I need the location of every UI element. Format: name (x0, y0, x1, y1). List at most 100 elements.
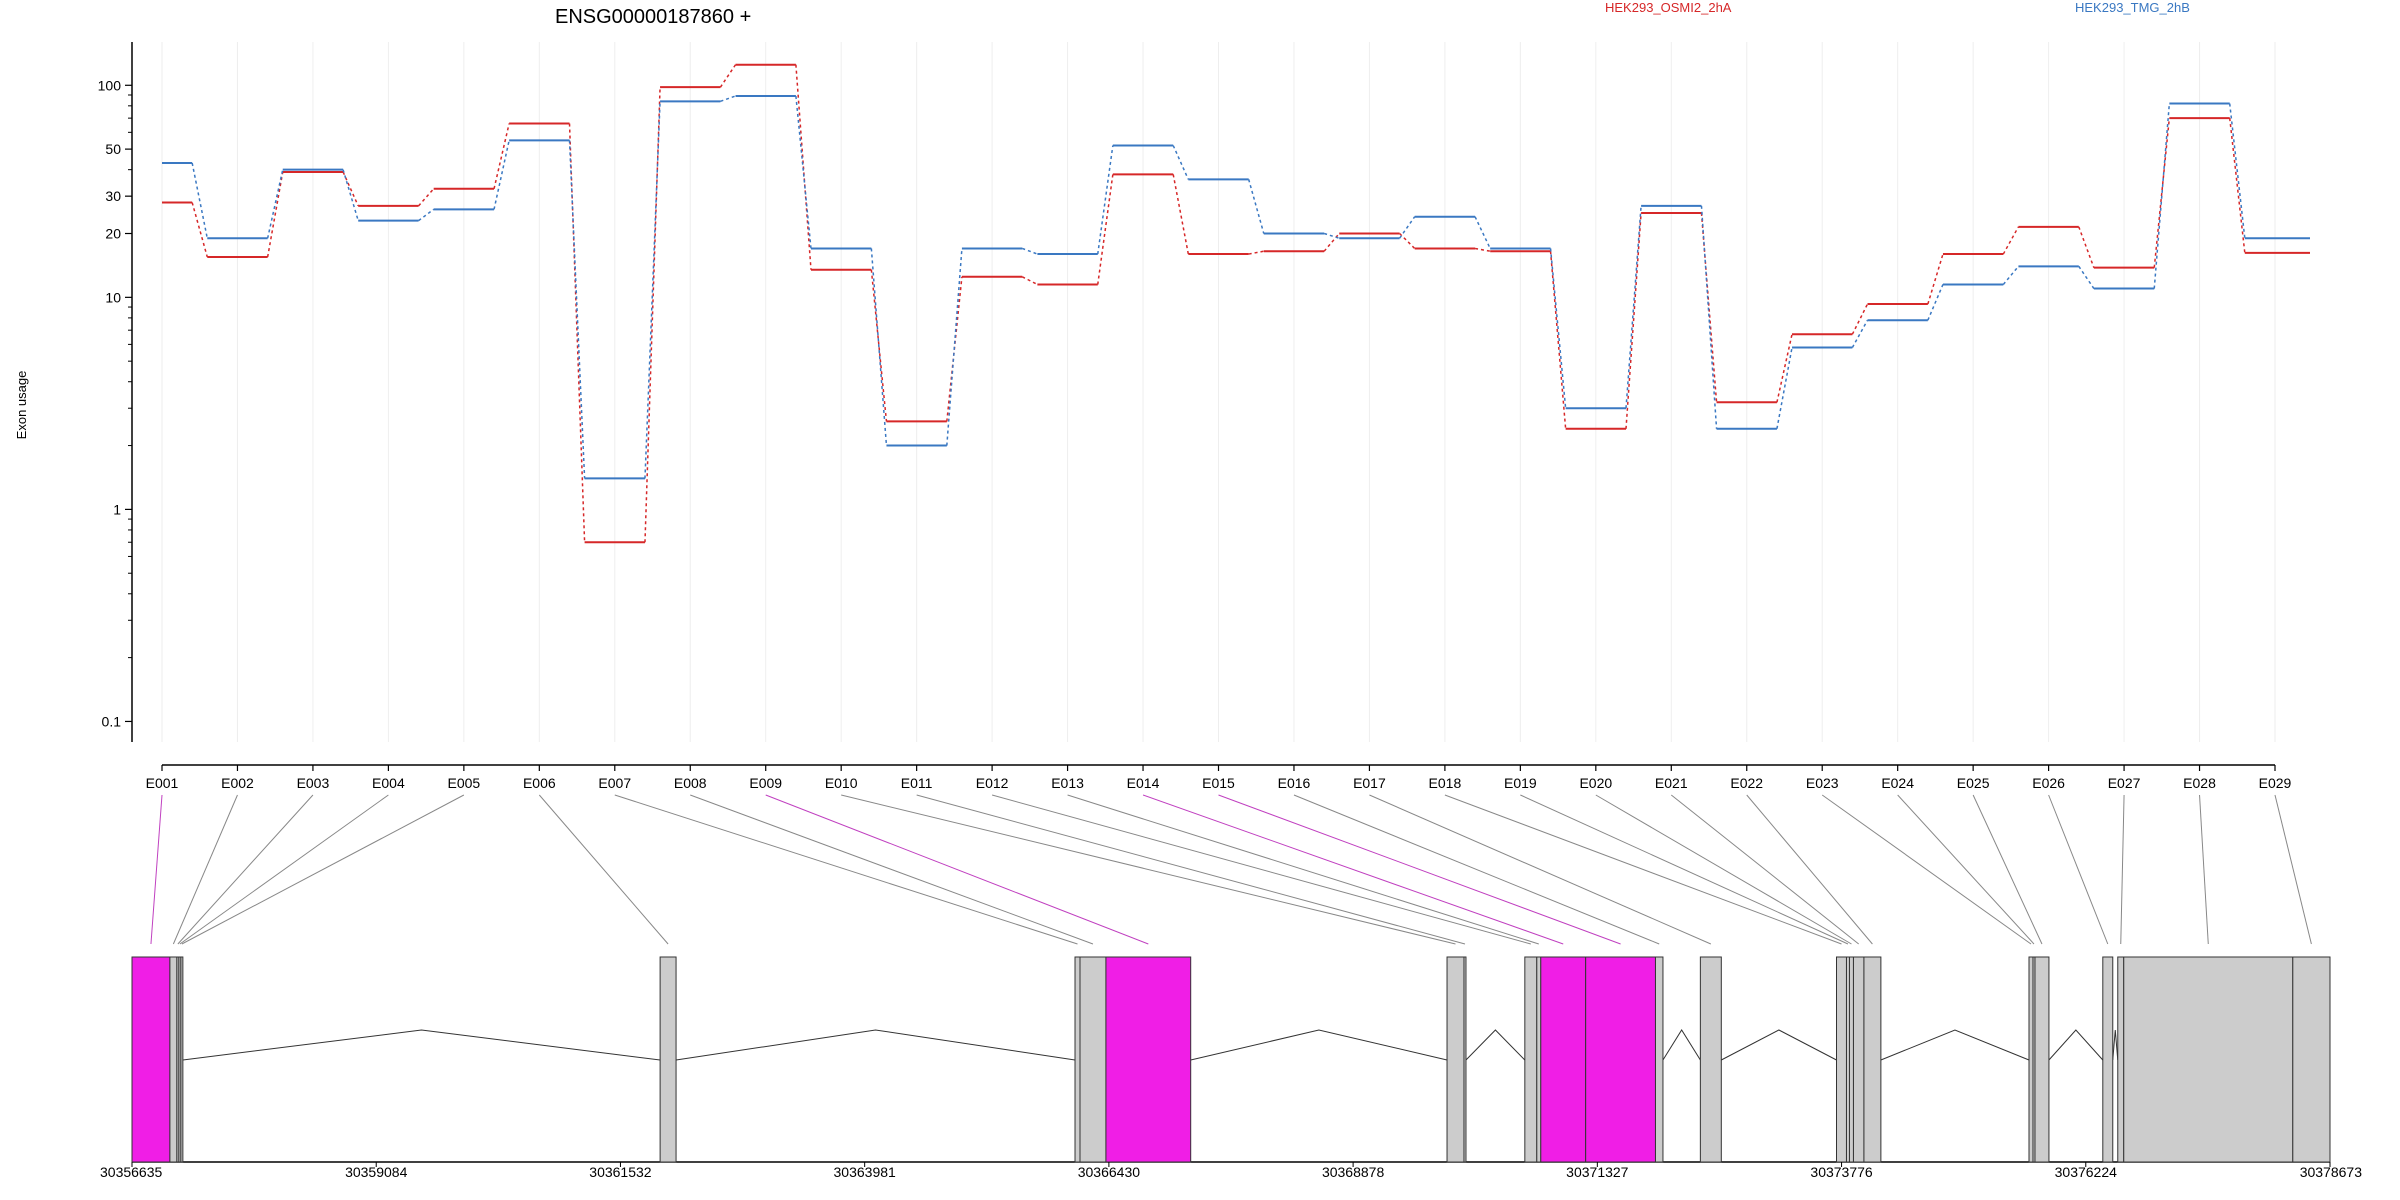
y-tick-label: 30 (105, 188, 121, 204)
series-1 (162, 95, 2310, 480)
x-tick-label-E013: E013 (1051, 775, 1084, 791)
series-1-transition (493, 140, 510, 210)
series-0-transition (1021, 276, 1038, 286)
series-0-transition (2153, 118, 2171, 268)
series-1-transition (1097, 145, 1114, 255)
connector-E016 (1293, 794, 1660, 945)
intron (182, 1029, 661, 1061)
intron (1190, 1029, 1448, 1061)
series-0-transition (795, 64, 812, 270)
x-tick-label-E022: E022 (1730, 775, 1763, 791)
connector-E025 (1972, 794, 2043, 945)
exon-box-E021 (1852, 956, 1865, 1163)
y-tick-label: 50 (105, 141, 121, 157)
series-1-transition (870, 248, 888, 446)
x-tick-label-E023: E023 (1806, 775, 1839, 791)
exon-box-E016 (1654, 956, 1664, 1163)
exon-box-E001 (131, 956, 171, 1163)
series-0-transition (418, 188, 435, 207)
x-tick-label-E021: E021 (1655, 775, 1688, 791)
series-lines (162, 63, 2310, 544)
series-0-transition (719, 64, 737, 88)
connector-E022 (1746, 794, 1873, 945)
x-tick-label-E018: E018 (1429, 775, 1462, 791)
exon-box-E013 (1536, 956, 1542, 1163)
exon-box-E023 (2028, 956, 2034, 1163)
connector-E029 (2274, 794, 2312, 945)
connector-E010 (841, 794, 1456, 945)
connector-E014 (1142, 794, 1564, 945)
exon-box-E028 (2123, 956, 2294, 1163)
x-tick-label-E007: E007 (598, 775, 631, 791)
series-1-transition (1399, 216, 1416, 239)
x-tick-label-E001: E001 (146, 775, 179, 791)
series-1-transition (1022, 247, 1038, 255)
connector-E011 (916, 794, 1466, 945)
series-0-transition (1323, 233, 1340, 252)
series-0-transition (1172, 174, 1190, 255)
exon-box-E005 (180, 956, 184, 1163)
series-1-transition (946, 248, 963, 446)
exon-box-E007 (1074, 956, 1081, 1163)
genome-tick-label: 30356635 (100, 1164, 163, 1180)
genome-tick-label: 30368878 (1322, 1164, 1385, 1180)
intron (1465, 1029, 1526, 1061)
series-1-transition (644, 101, 661, 479)
y-tick-label: 100 (98, 77, 122, 93)
series-0-transition (2078, 226, 2095, 268)
connector-E020 (1595, 794, 1852, 945)
x-tick-label-E003: E003 (297, 775, 330, 791)
exon-box-E006 (659, 956, 677, 1163)
exon-box-E018 (1836, 956, 1847, 1163)
series-0-transition (493, 123, 510, 189)
series-1-transition (1700, 205, 1718, 429)
x-tick-label-E012: E012 (976, 775, 1009, 791)
series-0-transition (1474, 247, 1491, 252)
connector-E018 (1444, 794, 1842, 945)
connector-E001 (150, 794, 163, 945)
intron (2112, 1029, 2119, 1061)
y-axis-label: Exon usage (14, 371, 29, 440)
x-tick-label-E008: E008 (674, 775, 707, 791)
series-1-transition (418, 208, 435, 222)
exon-box-E015 (1585, 956, 1656, 1163)
series-1-transition (1549, 248, 1567, 409)
connector-E021 (1670, 794, 1860, 945)
genome-tick-label: 30376224 (2055, 1164, 2118, 1180)
series-0-transition (1399, 232, 1416, 250)
connector-E012 (991, 794, 1531, 945)
series-1-transition (2078, 265, 2095, 289)
gene-model: 30356635 30359084 30361532 30363981 30366430… (100, 956, 2363, 1180)
connector-E008 (690, 794, 1094, 945)
series-0-transition (2002, 226, 2020, 255)
y-tick-label: 10 (105, 289, 121, 305)
series-1-transition (1851, 319, 1869, 348)
exon-box-E010 (1446, 956, 1465, 1163)
exon-box-E020 (1848, 956, 1854, 1163)
series-1-transition (1625, 205, 1642, 409)
connector-E017 (1369, 794, 1712, 945)
legend-entry-tmg: HEK293_TMG_2hB (2075, 0, 2190, 15)
x-tick-label-E002: E002 (221, 775, 254, 791)
x-tick-label-E025: E025 (1957, 775, 1990, 791)
legend-entry-osmi2: HEK293_OSMI2_2hA (1605, 0, 1732, 15)
x-tick-label-E015: E015 (1202, 775, 1235, 791)
connector-E023 (1821, 794, 2032, 945)
connector-E005 (181, 794, 465, 945)
series-1-transition (1172, 145, 1189, 180)
genome-tick-label: 30378673 (2300, 1164, 2363, 1180)
series-1-transition (2002, 265, 2019, 285)
intron (1721, 1029, 1837, 1061)
series-1-transition (1927, 284, 1944, 321)
x-tick-label-E010: E010 (825, 775, 858, 791)
x-tick-label-E016: E016 (1278, 775, 1311, 791)
gridlines (161, 42, 2276, 742)
series-1-transition (191, 162, 209, 239)
series-1-transition (1776, 347, 1793, 429)
x-tick-label-E011: E011 (901, 775, 933, 791)
series-1-transition (342, 169, 359, 221)
series-1-transition (795, 95, 812, 249)
series-0-transition (1549, 251, 1567, 429)
series-0-transition (568, 123, 586, 543)
